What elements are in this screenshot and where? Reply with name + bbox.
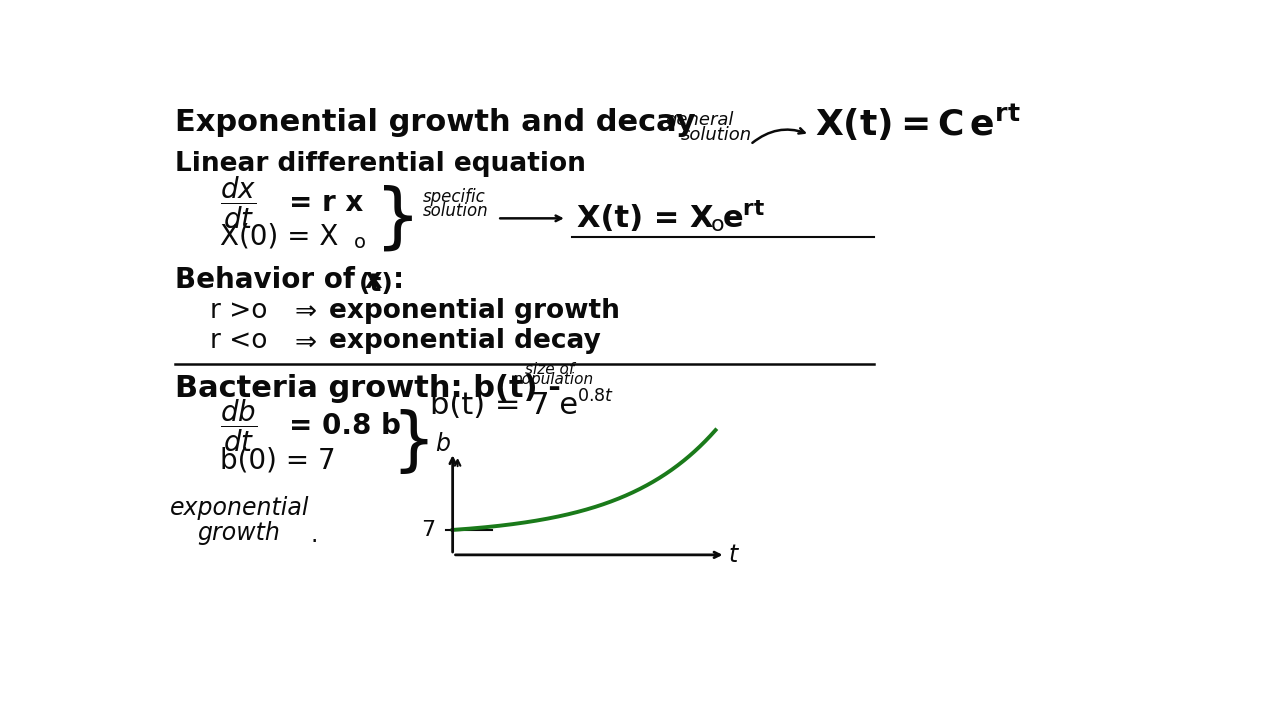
Text: }: } — [390, 410, 435, 477]
Text: = r x: = r x — [289, 189, 364, 217]
Text: 7: 7 — [421, 520, 435, 540]
Text: general: general — [666, 111, 735, 129]
Text: exponential growth: exponential growth — [329, 298, 620, 324]
Text: $\mathbf{X(t) = C\,e^{rt}}$: $\mathbf{X(t) = C\,e^{rt}}$ — [815, 102, 1020, 143]
Text: exponential: exponential — [170, 496, 310, 520]
Text: specific: specific — [422, 188, 485, 206]
Text: b(0) = 7: b(0) = 7 — [220, 446, 335, 474]
Text: r <o: r <o — [210, 328, 268, 354]
Text: .: . — [311, 523, 319, 547]
Text: $\Rightarrow$: $\Rightarrow$ — [289, 328, 317, 354]
Text: = 0.8 b: = 0.8 b — [289, 412, 401, 440]
Text: solution: solution — [681, 126, 751, 144]
Text: }: } — [375, 185, 421, 254]
Text: b: b — [435, 432, 451, 456]
Text: $\Rightarrow$: $\Rightarrow$ — [289, 298, 317, 324]
Text: o: o — [710, 215, 724, 235]
Text: Linear differential equation: Linear differential equation — [175, 151, 586, 177]
Text: size of: size of — [525, 361, 575, 377]
Text: solution: solution — [422, 202, 489, 220]
Text: $^{0.8t}$: $^{0.8t}$ — [576, 390, 613, 415]
Text: $\dfrac{db}{dt}$: $\dfrac{db}{dt}$ — [220, 397, 257, 454]
Text: Behavior of x: Behavior of x — [175, 266, 383, 294]
Text: :: : — [393, 266, 404, 294]
Text: growth: growth — [197, 521, 280, 545]
Text: X(0) = X: X(0) = X — [220, 222, 338, 250]
Text: $\mathbf{e^{rt}}$: $\mathbf{e^{rt}}$ — [722, 203, 765, 234]
Text: exponential decay: exponential decay — [329, 328, 600, 354]
Text: $\dfrac{dx}{dt}$: $\dfrac{dx}{dt}$ — [220, 174, 256, 231]
Text: population: population — [512, 372, 594, 387]
Text: b(t) = 7 e: b(t) = 7 e — [430, 391, 579, 420]
Text: X(t) = X: X(t) = X — [576, 204, 713, 233]
Text: Exponential growth and decay: Exponential growth and decay — [175, 108, 695, 137]
Text: (t): (t) — [358, 271, 393, 296]
Text: Bacteria growth: b(t) -: Bacteria growth: b(t) - — [175, 374, 561, 403]
Text: o: o — [353, 233, 366, 252]
Text: t: t — [728, 543, 739, 567]
Text: r >o: r >o — [210, 298, 268, 324]
